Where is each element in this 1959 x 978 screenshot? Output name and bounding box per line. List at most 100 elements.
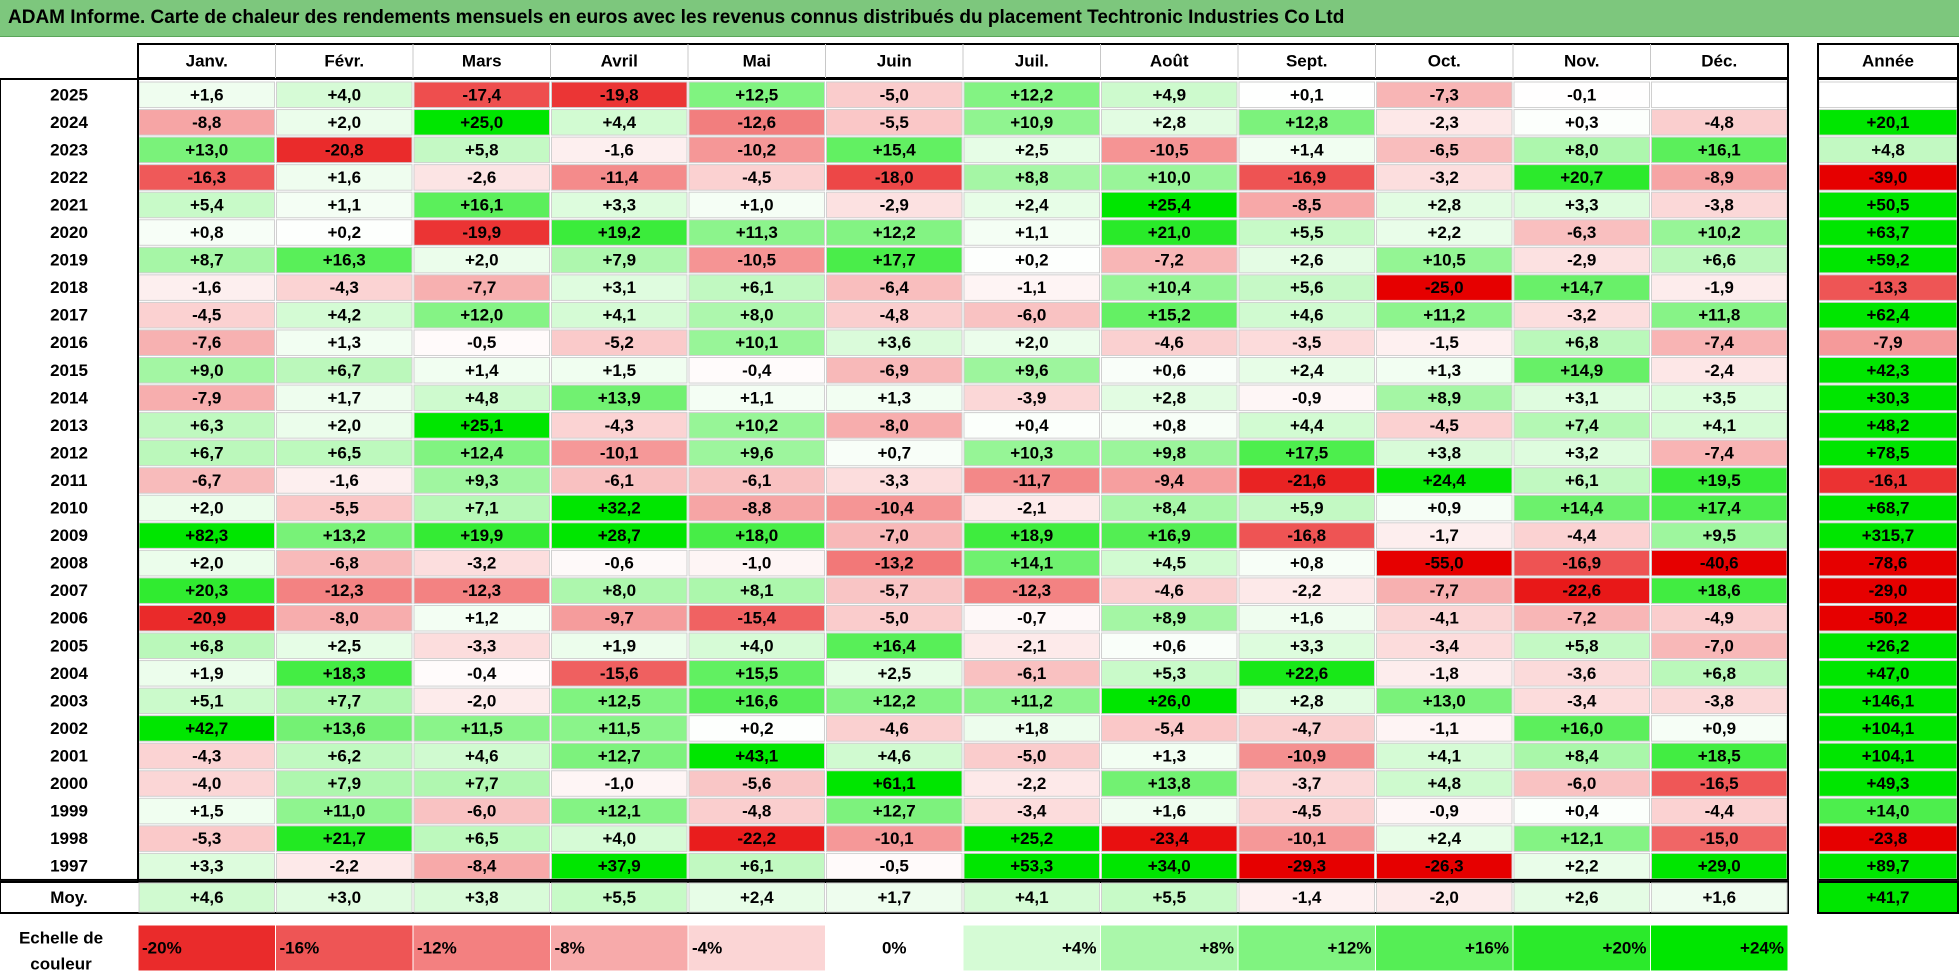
heat-cell-value: +5,8 [1565,636,1599,655]
heat-cell-value: +13,0 [1423,691,1466,710]
heat-cell-value: +11,5 [598,719,640,738]
annual-cell [1818,632,1958,660]
heat-cell-value: +9,5 [1702,526,1736,545]
heat-cell-value: +1,2 [465,609,499,628]
heat-cell [963,109,1100,136]
heat-cell-value: -1,0 [605,774,634,793]
row-year-label: 2021 [50,195,88,214]
heat-cell [963,246,1100,274]
heat-cell-value: +29,0 [1698,857,1741,876]
heat-cell-value: -6,0 [1567,774,1596,793]
heat-cell-value: -6,0 [467,802,496,821]
annual-cell-value: +62,4 [1866,306,1910,325]
heat-cell [1651,522,1788,549]
heat-cell-value: +2,4 [1015,195,1049,214]
heat-cell [551,549,688,577]
heat-cell [963,825,1100,852]
heat-cell [688,357,825,384]
heat-cell [1101,329,1238,357]
heat-cell [1376,715,1513,742]
heat-cell-value: +2,2 [1565,857,1599,876]
scale-step-label: -4% [692,939,722,958]
grid-frame [0,78,1789,881]
annual-cell [1818,577,1958,604]
heat-cell-value: -3,8 [1705,691,1734,710]
heat-cell [1651,742,1788,770]
heat-cell [1101,715,1238,742]
heat-cell [551,577,688,604]
heat-cell [826,412,963,439]
heat-cell [551,329,688,357]
heat-cell-value: +3,5 [1702,388,1736,407]
heat-cell-value: -12,6 [737,113,776,132]
heat-cell-value: -2,2 [330,857,359,876]
heat-cell [276,219,413,246]
heat-cell [276,715,413,742]
heat-cell-value: +3,1 [602,278,636,297]
heat-cell-value: -8,8 [192,113,221,132]
heat-cell-value: +16,9 [1148,526,1191,545]
heat-cell [1651,164,1788,191]
heat-cell [1513,274,1650,301]
heat-cell-value: +0,8 [1152,416,1186,435]
heat-cell [826,522,963,549]
heat-cell-value: +61,1 [873,774,916,793]
heat-cell-value: +3,1 [1565,388,1599,407]
heat-cell-value: +4,2 [327,306,361,325]
heat-cell [688,852,825,880]
heat-cell-value: +4,6 [877,746,911,765]
heat-cell-value: -10,4 [875,499,914,518]
heat-cell-value: +6,8 [190,636,224,655]
annual-cell [1818,81,1958,109]
heat-cell-value: -4,0 [192,774,221,793]
heat-cell [1513,852,1650,880]
heat-cell-value: +15,2 [1148,306,1191,325]
heat-cell-value: -0,9 [1292,388,1321,407]
heat-cell-value: -10,2 [737,140,776,159]
heat-cell [826,467,963,494]
heat-cell [551,109,688,136]
heat-cell-value: -6,1 [605,471,634,490]
heat-cell [1376,412,1513,439]
heat-cell-value: -3,7 [1292,774,1321,793]
heat-cell-value: -7,6 [192,333,221,352]
heat-cell-value: +1,6 [1152,802,1186,821]
heat-cell [276,329,413,357]
heat-cell-value: -6,0 [1017,306,1046,325]
heat-cell-value: -5,5 [880,113,909,132]
heat-cell-value: -1,1 [1017,278,1046,297]
heat-cell [1238,577,1375,604]
heat-cell-value: +16,3 [323,251,366,270]
heat-cell-value: +7,4 [1565,416,1599,435]
heat-cell-value: -0,4 [742,361,772,380]
heat-cell [138,604,275,632]
heat-cell-value: -16,3 [187,168,226,187]
heat-cell [1651,687,1788,715]
heat-cell-value: +17,7 [873,251,916,270]
average-cell-value: +4,6 [190,888,224,907]
annual-cell [1818,797,1958,825]
heat-cell [1238,246,1375,274]
heat-cell [826,164,963,191]
heat-cell [963,301,1100,329]
heat-cell [1238,136,1375,164]
heat-cell-value: +2,2 [1427,223,1461,242]
average-cell [688,882,825,913]
heat-cell-value: +14,4 [1560,499,1604,518]
heat-cell [1376,109,1513,136]
heat-cell-value: -10,1 [600,443,639,462]
heat-cell-value: -7,3 [1430,85,1459,104]
heat-cell [1651,412,1788,439]
heat-cell-value: -16,8 [1287,526,1326,545]
heat-cell-value: +6,1 [1565,471,1599,490]
heat-cell-value: +0,8 [190,223,224,242]
heat-cell [551,164,688,191]
heat-cell-value: +16,1 [460,195,503,214]
heat-cell-value: +4,8 [1427,774,1461,793]
heat-cell [413,742,550,770]
heat-cell-value: -4,5 [1430,416,1459,435]
heat-cell [276,577,413,604]
heat-cell [1651,494,1788,522]
heat-cell-value: +2,8 [1290,691,1324,710]
heat-cell [1513,549,1650,577]
